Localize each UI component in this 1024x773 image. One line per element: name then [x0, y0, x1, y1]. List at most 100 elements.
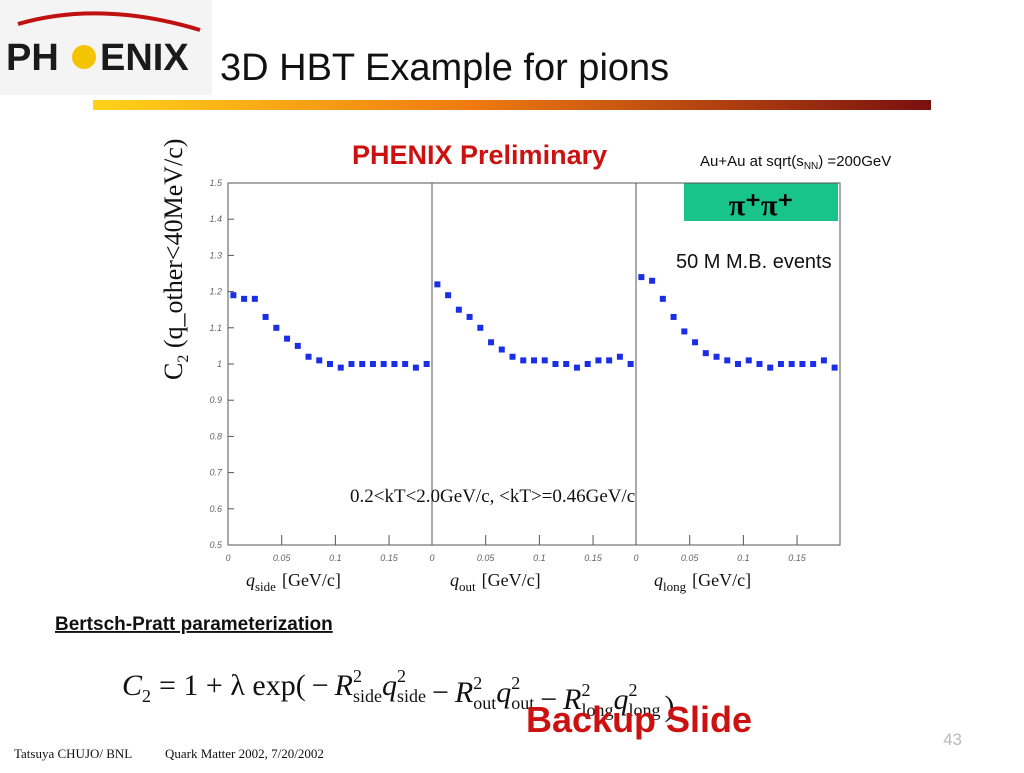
formula-r: R	[334, 669, 353, 702]
y-axis-title: C2 (q_other<40MeV/c)	[159, 139, 192, 380]
data-point	[294, 342, 301, 349]
logo-right: ENIX	[100, 37, 189, 79]
charts: 0.5 0.6 0.7 0.8 0.9 1 1.1 1.2 1.3 1.4 1.5 0 0.05 0.1 0…	[209, 178, 841, 594]
formula-sub: out	[473, 693, 496, 713]
y-tick-label: 1.5	[209, 178, 223, 188]
x-tick-label: 0.05	[477, 553, 496, 563]
y-tick-label: 0.9	[209, 395, 222, 405]
data-point	[359, 361, 366, 367]
y-tick-label: 1.1	[209, 323, 222, 333]
formula-sup: 2	[397, 666, 406, 686]
data-point	[584, 361, 591, 367]
data-point	[391, 361, 398, 367]
logo-arc	[17, 11, 201, 32]
xlabel-unit: [GeV/c]	[482, 570, 541, 590]
author: Tatsuya CHUJO/ BNL	[14, 746, 132, 761]
x-tick-label: 0.05	[273, 553, 292, 563]
data-point	[423, 361, 430, 367]
data-point	[369, 361, 376, 367]
x-tick-label: 0.15	[584, 553, 603, 563]
param-heading: Bertsch-Pratt parameterization	[55, 614, 333, 635]
data-point	[788, 361, 795, 367]
y-tick-label: 1.4	[209, 214, 222, 224]
data-point	[445, 292, 452, 299]
formula-q: q	[614, 683, 629, 716]
data-point	[767, 364, 774, 371]
data-point	[713, 353, 720, 360]
x-tick-label: 0.1	[329, 553, 342, 563]
data-point	[649, 277, 656, 284]
formula-rhs: = 1 + λ exp(	[159, 669, 306, 702]
data-point	[659, 295, 666, 302]
formula-sub: side	[353, 686, 382, 706]
x-tick-label: 0.1	[533, 553, 546, 563]
formula: C2 = 1 + λ exp(− R2 sideq2 side − R2 outq2 out − R…	[122, 666, 675, 723]
data-point	[799, 361, 806, 367]
y-tick-label: 1.3	[209, 250, 222, 260]
data-point	[745, 357, 752, 364]
data-point	[477, 324, 484, 331]
data-point	[348, 361, 355, 367]
data-point	[230, 292, 237, 299]
formula-lhs: C	[122, 669, 143, 702]
formula-r: R	[562, 683, 581, 716]
data-point	[627, 361, 634, 367]
formula-sup: 2	[629, 680, 638, 700]
plot-frame	[635, 182, 841, 546]
data-point	[316, 357, 323, 364]
data-point	[563, 361, 570, 367]
conference: Quark Matter 2002, 7/20/2002	[165, 746, 324, 761]
data-point	[273, 324, 280, 331]
system-label: Au+Au at sqrt(sNN) =200GeV	[700, 153, 891, 172]
data-point	[820, 357, 827, 364]
x-axis-title: qside [GeV/c]	[246, 570, 341, 594]
y-tick-label: 0.8	[209, 431, 222, 441]
data-point	[305, 353, 312, 360]
xlabel-symbol: q	[246, 570, 255, 590]
ylabel-c: C	[159, 363, 188, 380]
formula-q: q	[496, 676, 511, 709]
data-point	[735, 361, 741, 367]
formula-sub: side	[397, 686, 426, 706]
data-point	[692, 339, 699, 346]
data-point	[702, 350, 709, 357]
ylabel-rest: (q_other<40MeV/c)	[159, 139, 188, 355]
formula-sub: long	[629, 700, 661, 720]
particle-box	[684, 183, 838, 221]
data-point	[573, 364, 580, 371]
data-point	[488, 339, 495, 346]
y-tick-label: 0.5	[209, 540, 223, 550]
data-point	[380, 361, 387, 367]
y-tick-label: 1.2	[209, 287, 222, 297]
system-b: ) =200GeV	[818, 153, 891, 170]
x-tick-label: 0	[633, 553, 638, 563]
x-tick-label: 0.1	[737, 553, 750, 563]
formula-sub: long	[582, 700, 614, 720]
xlabel-symbol: q	[450, 570, 459, 590]
formula-sign: −	[540, 683, 557, 716]
formula-sup: 2	[582, 680, 591, 700]
data-point	[681, 328, 688, 335]
data-point	[606, 357, 613, 364]
preliminary-label: PHENIX Preliminary	[352, 140, 607, 170]
slide-title: 3D HBT Example for pions	[220, 47, 669, 89]
xlabel-sub: long	[663, 579, 687, 594]
data-point	[552, 361, 559, 367]
backup-label: Backup Slide	[526, 699, 752, 740]
ylabel-sub: 2	[175, 355, 192, 363]
data-point	[520, 357, 527, 364]
data-point	[724, 357, 731, 364]
page-number: 43	[943, 730, 962, 749]
xlabel-unit: [GeV/c]	[282, 570, 341, 590]
formula-r: R	[454, 676, 473, 709]
data-point	[455, 306, 462, 313]
data-point	[284, 335, 291, 342]
data-point	[412, 364, 419, 371]
xlabel-unit: [GeV/c]	[692, 570, 751, 590]
data-point	[595, 357, 602, 364]
data-point	[831, 364, 838, 371]
data-point	[777, 361, 784, 367]
formula-lhs-sub: 2	[142, 686, 151, 706]
data-point	[327, 361, 333, 367]
